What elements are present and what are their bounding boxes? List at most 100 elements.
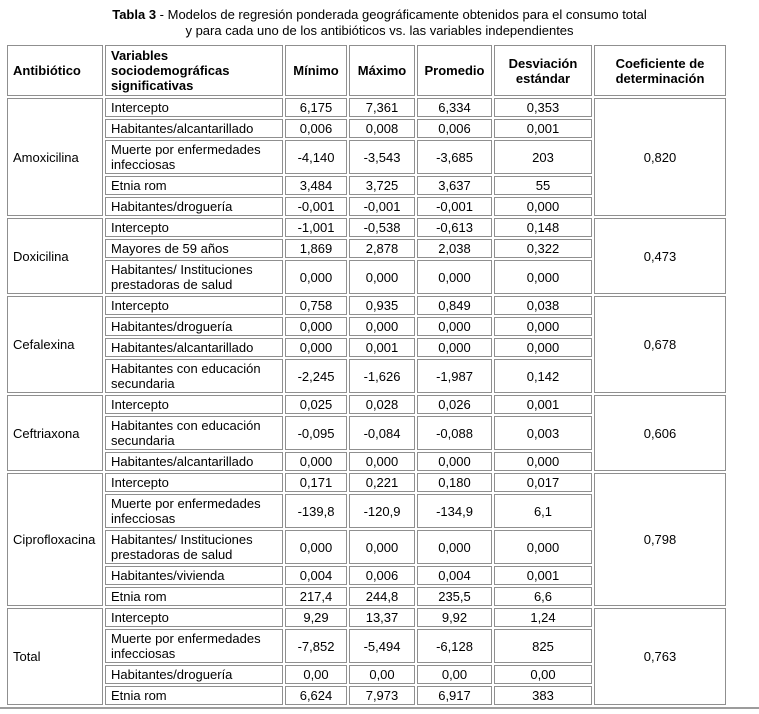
variable-cell: Intercepto [105, 218, 283, 237]
avg-cell: 0,00 [417, 665, 492, 684]
variable-cell: Mayores de 59 años [105, 239, 283, 258]
sd-cell: 0,038 [494, 296, 592, 315]
variable-cell: Intercepto [105, 98, 283, 117]
sd-cell: 825 [494, 629, 592, 663]
sd-cell: 0,000 [494, 197, 592, 216]
table-title-line1: Tabla 3 - Modelos de regresión ponderada… [12, 7, 747, 23]
max-cell: -0,084 [349, 416, 415, 450]
table-row: Cefalexina Intercepto 0,758 0,935 0,849 0,038… [7, 296, 726, 393]
avg-cell: 0,180 [417, 473, 492, 492]
table-number-label: Tabla 3 [112, 7, 157, 22]
table-title-text: - Modelos de regresión ponderada geográf… [156, 7, 647, 22]
variable-cell: Habitantes/ Instituciones prestadoras de… [105, 530, 283, 564]
variable-cell: Habitantes con educación secundaria [105, 416, 283, 450]
min-cell: -139,8 [285, 494, 347, 528]
avg-cell: 6,917 [417, 686, 492, 705]
max-cell: 0,000 [349, 452, 415, 471]
min-cell: 9,29 [285, 608, 347, 627]
avg-cell: 0,000 [417, 530, 492, 564]
r2-cell: 0,606 [594, 395, 726, 471]
antibiotic-cell: Total [7, 608, 103, 705]
sd-cell: 55 [494, 176, 592, 195]
bottom-rule [0, 707, 759, 709]
variable-cell: Intercepto [105, 473, 283, 492]
max-cell: 2,878 [349, 239, 415, 258]
max-cell: -0,538 [349, 218, 415, 237]
max-cell: 7,973 [349, 686, 415, 705]
variable-cell: Habitantes/vivienda [105, 566, 283, 585]
min-cell: 0,000 [285, 338, 347, 357]
sd-cell: 203 [494, 140, 592, 174]
avg-cell: 235,5 [417, 587, 492, 606]
table-row: Etnia rom 217,4 244,8 235,5 6,6 [7, 587, 726, 606]
table-row: Doxicilina Intercepto -1,001 -0,538 -0,613 0,… [7, 218, 726, 294]
avg-cell: 0,026 [417, 395, 492, 414]
min-cell: 0,000 [285, 260, 347, 294]
table-row: Muerte por enfermedades infecciosas -4,14… [7, 140, 726, 174]
max-cell: 13,37 [349, 608, 415, 627]
variable-cell: Habitantes/alcantarillado [105, 119, 283, 138]
variable-cell: Muerte por enfermedades infecciosas [105, 629, 283, 663]
sd-cell: 0,001 [494, 395, 592, 414]
table-row: Habitantes con educación secundaria -2,24… [7, 359, 726, 393]
sd-cell: 0,001 [494, 566, 592, 585]
variable-cell: Habitantes/alcantarillado [105, 452, 283, 471]
table-row: Ceftriaxona Intercepto 0,025 0,028 0,026 0,00… [7, 395, 726, 471]
min-cell: 3,484 [285, 176, 347, 195]
header-antibiotic: Antibiótico [7, 45, 103, 96]
min-cell: 0,758 [285, 296, 347, 315]
table-row: Habitantes/droguería 0,000 0,000 0,000 0,000 [7, 317, 726, 336]
sd-cell: 0,322 [494, 239, 592, 258]
avg-cell: -6,128 [417, 629, 492, 663]
avg-cell: 0,000 [417, 452, 492, 471]
sd-cell: 0,148 [494, 218, 592, 237]
sd-cell: 0,142 [494, 359, 592, 393]
min-cell: 0,171 [285, 473, 347, 492]
table-row: Habitantes/alcantarillado 0,000 0,000 0,000… [7, 452, 726, 471]
min-cell: 0,000 [285, 317, 347, 336]
max-cell: -120,9 [349, 494, 415, 528]
avg-cell: -1,987 [417, 359, 492, 393]
table-title-line2: y para cada uno de los antibióticos vs. … [185, 23, 574, 38]
min-cell: -7,852 [285, 629, 347, 663]
sd-cell: 0,003 [494, 416, 592, 450]
header-r2: Coeficiente de determinación [594, 45, 726, 96]
avg-cell: -0,613 [417, 218, 492, 237]
r2-cell: 0,820 [594, 98, 726, 216]
avg-cell: 9,92 [417, 608, 492, 627]
header-avg: Promedio [417, 45, 492, 96]
sd-cell: 0,000 [494, 452, 592, 471]
avg-cell: 0,000 [417, 317, 492, 336]
variable-cell: Intercepto [105, 608, 283, 627]
table-row: Habitantes/alcantarillado 0,006 0,008 0,006… [7, 119, 726, 138]
table-row: Habitantes/vivienda 0,004 0,006 0,004 0,001 [7, 566, 726, 585]
variable-cell: Muerte por enfermedades infecciosas [105, 140, 283, 174]
table-row: Habitantes/droguería -0,001 -0,001 -0,001 0,… [7, 197, 726, 216]
sd-cell: 6,1 [494, 494, 592, 528]
header-max: Máximo [349, 45, 415, 96]
avg-cell: 0,000 [417, 260, 492, 294]
avg-cell: -0,088 [417, 416, 492, 450]
max-cell: -0,001 [349, 197, 415, 216]
sd-cell: 0,353 [494, 98, 592, 117]
variable-cell: Habitantes/ Instituciones prestadoras de… [105, 260, 283, 294]
sd-cell: 0,00 [494, 665, 592, 684]
table-row: Mayores de 59 años 1,869 2,878 2,038 0,322 [7, 239, 726, 258]
table-row: Habitantes/ Instituciones prestadoras de… [7, 260, 726, 294]
avg-cell: -134,9 [417, 494, 492, 528]
table-row: Etnia rom 3,484 3,725 3,637 55 [7, 176, 726, 195]
min-cell: 1,869 [285, 239, 347, 258]
table-row: Habitantes/ Instituciones prestadoras de… [7, 530, 726, 564]
variable-cell: Habitantes/droguería [105, 665, 283, 684]
header-row: Antibiótico Variables sociodemográficas … [7, 45, 726, 96]
antibiotic-cell: Ceftriaxona [7, 395, 103, 471]
sd-cell: 0,000 [494, 260, 592, 294]
table-row: Muerte por enfermedades infecciosas -139,… [7, 494, 726, 528]
avg-cell: 0,006 [417, 119, 492, 138]
avg-cell: -3,685 [417, 140, 492, 174]
max-cell: -5,494 [349, 629, 415, 663]
sd-cell: 383 [494, 686, 592, 705]
variable-cell: Etnia rom [105, 587, 283, 606]
sd-cell: 6,6 [494, 587, 592, 606]
